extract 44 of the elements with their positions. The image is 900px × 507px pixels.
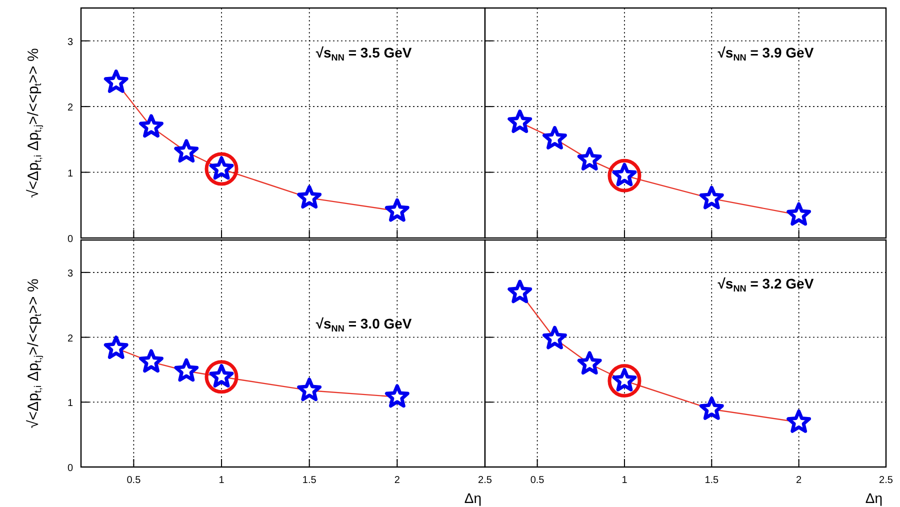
text: √s$_{NN}$ = 3.0 GeV	[316, 316, 412, 334]
x-tick-label: 0.5	[126, 475, 142, 486]
x-tick-label: 1.5	[704, 475, 720, 486]
point	[174, 139, 199, 163]
x-tick-label: 2.5	[478, 475, 492, 486]
point	[508, 110, 532, 133]
point	[577, 351, 602, 375]
point	[384, 198, 410, 222]
x-tick-label: 2	[796, 475, 802, 486]
x-axis-title: Δη	[464, 490, 482, 506]
point	[174, 358, 199, 382]
y-tick-label: 3	[67, 268, 74, 280]
point	[577, 147, 602, 170]
x-tick-label: 1	[218, 475, 225, 486]
x-tick-label: 2	[394, 475, 400, 486]
x-tick-label: 1	[622, 475, 628, 486]
y-tick-label: 2	[67, 333, 74, 344]
y-tick-label: 0	[67, 463, 74, 474]
x-tick-label: 0.5	[530, 475, 545, 486]
y-tick-label: 3	[67, 36, 74, 48]
y-tick-label: 2	[67, 102, 74, 114]
y-tick-label: 0	[67, 234, 74, 245]
text: √s$_{NN}$ = 3.2 GeV	[718, 276, 814, 294]
y-tick-label: 1	[67, 398, 74, 410]
point	[384, 384, 410, 408]
text: √s$_{NN}$ = 3.9 GeV	[718, 44, 814, 62]
point	[542, 126, 567, 150]
x-tick-label: 1.5	[302, 475, 317, 486]
point	[297, 185, 322, 209]
point	[508, 280, 532, 304]
y-tick-label: 1	[67, 168, 74, 180]
text: √s$_{NN}$ = 3.5 GeV	[316, 44, 412, 62]
point	[699, 186, 724, 210]
point	[139, 349, 164, 373]
point	[104, 336, 128, 359]
x-axis-title: Δη	[865, 490, 883, 506]
point	[139, 114, 164, 138]
point	[542, 326, 567, 350]
point	[297, 378, 322, 402]
point	[104, 70, 128, 93]
x-tick-label: 2.5	[879, 475, 894, 486]
point	[786, 202, 812, 226]
point	[786, 410, 812, 433]
point	[699, 396, 724, 420]
